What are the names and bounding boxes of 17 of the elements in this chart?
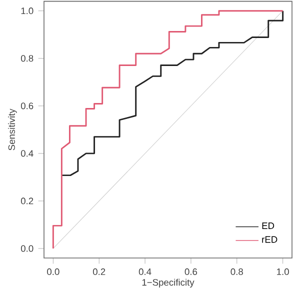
y-tick-label: 1.0 [21, 8, 34, 14]
y-tick-label: 0.8 [20, 55, 34, 62]
x-tick-label: 0.6 [184, 268, 198, 276]
x-tick-label: 0.2 [92, 268, 106, 276]
legend-label: ED [262, 222, 274, 229]
x-tick-label: 0.4 [138, 268, 152, 276]
y-tick-label: 0.2 [20, 198, 34, 204]
x-tick-label: 0.8 [230, 268, 243, 276]
line-series [60, 10, 284, 176]
y-tick-label: 0.0 [20, 245, 34, 252]
y-tick-label: 0.4 [20, 150, 34, 157]
y-axis-title: Sensitivity [8, 108, 17, 150]
x-axis-title: 1−Specificity [142, 278, 194, 288]
x-tick-label: 1.0 [277, 268, 289, 276]
y-tick-label: 0.6 [20, 102, 34, 110]
x-tick-label: 0.0 [47, 268, 60, 276]
legend-label: rED [262, 236, 278, 243]
